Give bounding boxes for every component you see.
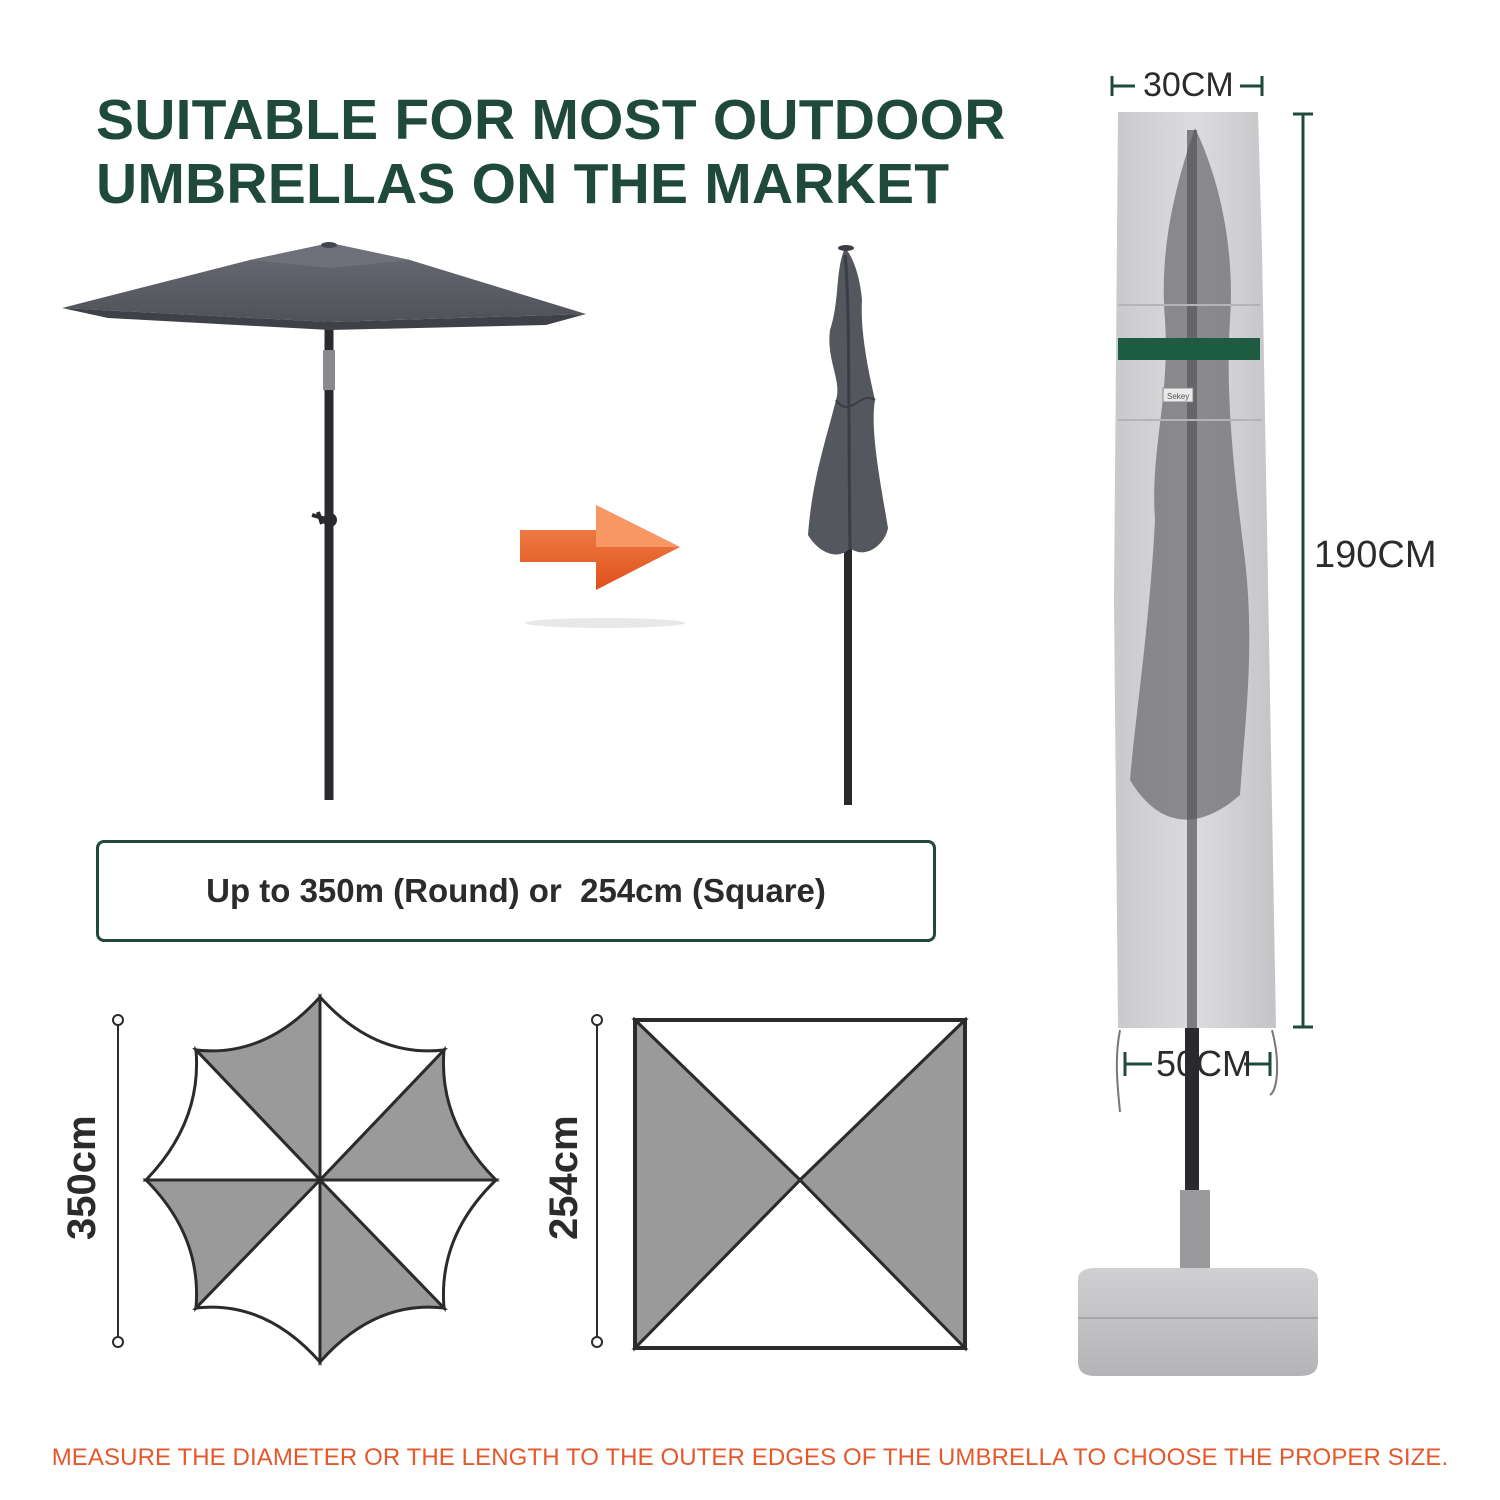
size-info-box: Up to 350m (Round) or 254cm (Square) (96, 840, 936, 942)
cover-top-width-label: 30CM (1143, 66, 1234, 104)
headline-line-2: UMBRELLAS ON THE MARKET (96, 152, 950, 216)
umbrella-cover-image: Sekey (1078, 112, 1318, 1376)
square-umbrella-diagram (591, 1014, 969, 1352)
open-umbrella-image (62, 242, 586, 800)
round-umbrella-diagram (112, 993, 500, 1366)
measurement-instruction: MEASURE THE DIAMETER OR THE LENGTH TO TH… (51, 1444, 1449, 1471)
cover-bottom-width-label: 50CM (1156, 1043, 1253, 1084)
headline-line-1: SUITABLE FOR MOST OUTDOOR (96, 88, 1006, 152)
closed-umbrella-image (808, 245, 888, 805)
page-headline: SUITABLE FOR MOST OUTDOOR UMBRELLAS ON T… (96, 88, 1006, 216)
cover-dimension-lines (1110, 76, 1313, 1076)
arrow-icon (520, 505, 685, 628)
cover-height-label: 190CM (1314, 534, 1437, 576)
size-info-text: Up to 350m (Round) or 254cm (Square) (206, 872, 826, 909)
square-side-label: 254cm (542, 1115, 586, 1240)
cover-brand-tag: Sekey (1167, 392, 1189, 401)
round-diameter-label: 350cm (60, 1115, 104, 1240)
